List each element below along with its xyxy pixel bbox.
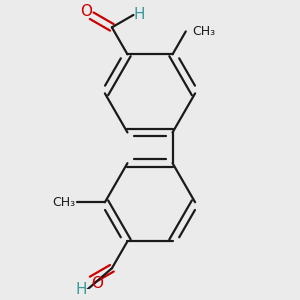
Text: CH₃: CH₃ <box>192 25 215 38</box>
Text: O: O <box>80 4 92 20</box>
Text: CH₃: CH₃ <box>52 196 75 209</box>
Text: H: H <box>75 282 86 297</box>
Text: O: O <box>91 276 103 291</box>
Text: H: H <box>134 8 146 22</box>
